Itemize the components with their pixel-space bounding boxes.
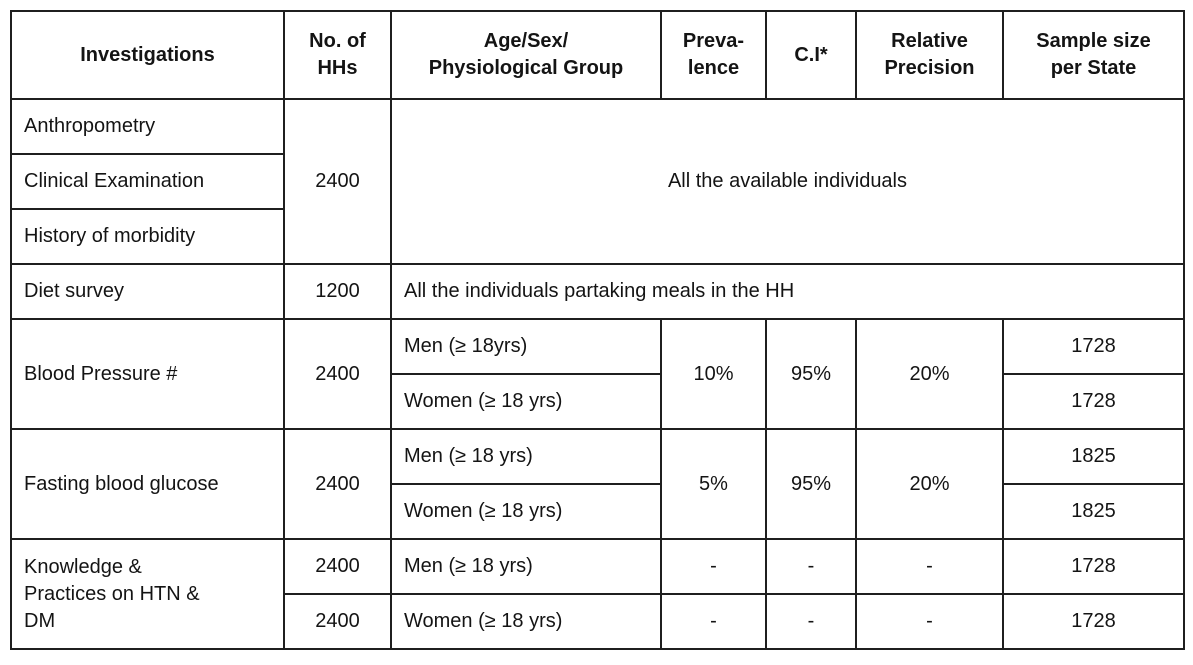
table-row: Diet survey 1200 All the individuals par… bbox=[10, 263, 1185, 320]
cell-investigation-clinical-examination: Clinical Examination bbox=[10, 153, 285, 210]
cell-investigation-blood-pressure: Blood Pressure # bbox=[10, 318, 285, 430]
table-row: Women (≥ 18 yrs) 1728 bbox=[11, 373, 1185, 430]
cell-bp-sample-size-women: 1728 bbox=[1002, 373, 1185, 430]
cell-kp-no-of-hhs-women: 2400 bbox=[283, 593, 392, 650]
cell-fbg-no-of-hhs: 2400 bbox=[283, 428, 392, 540]
cell-kp-sample-size-women: 1728 bbox=[1002, 593, 1185, 650]
cell-fbg-sample-size-women: 1825 bbox=[1002, 483, 1185, 540]
header-row: Investigations No. of HHs Age/Sex/ Physi… bbox=[10, 10, 1185, 100]
cell-investigation-diet-survey: Diet survey bbox=[10, 263, 285, 320]
header-relative-precision: Relative Precision bbox=[855, 10, 1004, 100]
cell-kp-prevalence-men: - bbox=[660, 538, 767, 595]
cell-fbg-group-women: Women (≥ 18 yrs) bbox=[390, 483, 662, 540]
header-prevalence: Preva- lence bbox=[660, 10, 767, 100]
cell-kp-ci-women: - bbox=[765, 593, 857, 650]
table-row: Fasting blood glucose 2400 Men (≥ 18 yrs… bbox=[10, 428, 1185, 540]
cell-kp-relative-precision-women: - bbox=[855, 593, 1004, 650]
cell-kp-group-women: Women (≥ 18 yrs) bbox=[390, 593, 662, 650]
cell-bp-sample-size-men: 1728 bbox=[1002, 318, 1185, 375]
cell-kp-prevalence-women: - bbox=[660, 593, 767, 650]
header-investigations: Investigations bbox=[10, 10, 285, 100]
cell-kp-no-of-hhs-men: 2400 bbox=[283, 538, 392, 595]
cell-kp-relative-precision-men: - bbox=[855, 538, 1004, 595]
cell-general-note: All the available individuals bbox=[390, 98, 1185, 265]
cell-fbg-prevalence: 5% bbox=[660, 428, 767, 540]
cell-bp-relative-precision: 20% bbox=[855, 318, 1004, 430]
cell-fbg-relative-precision: 20% bbox=[855, 428, 1004, 540]
cell-fbg-group-men: Men (≥ 18 yrs) bbox=[390, 428, 662, 485]
table-row: Clinical Examination bbox=[10, 153, 1184, 210]
header-age-sex-group: Age/Sex/ Physiological Group bbox=[390, 10, 662, 100]
cell-kp-sample-size-men: 1728 bbox=[1002, 538, 1185, 595]
cell-fbg-ci: 95% bbox=[765, 428, 857, 540]
table-row: Women (≥ 18 yrs) 1825 bbox=[11, 483, 1185, 540]
cell-investigation-knowledge-practices: Knowledge & Practices on HTN & DM bbox=[10, 538, 285, 650]
cell-investigation-anthropometry: Anthropometry bbox=[10, 98, 285, 155]
cell-general-no-of-hhs: 2400 bbox=[283, 98, 392, 265]
cell-diet-no-of-hhs: 1200 bbox=[283, 263, 392, 320]
cell-kp-group-men: Men (≥ 18 yrs) bbox=[390, 538, 662, 595]
cell-fbg-sample-size-men: 1825 bbox=[1002, 428, 1185, 485]
table-row: History of morbidity bbox=[10, 208, 1184, 265]
table-row: Blood Pressure # 2400 Men (≥ 18yrs) 10% … bbox=[10, 318, 1185, 430]
sampling-design-table: Investigations No. of HHs Age/Sex/ Physi… bbox=[10, 10, 1185, 650]
header-ci: C.I* bbox=[765, 10, 857, 100]
cell-kp-ci-men: - bbox=[765, 538, 857, 595]
header-sample-size: Sample size per State bbox=[1002, 10, 1185, 100]
cell-bp-no-of-hhs: 2400 bbox=[283, 318, 392, 430]
cell-bp-group-women: Women (≥ 18 yrs) bbox=[390, 373, 662, 430]
table-row: 2400 Women (≥ 18 yrs) - - - 1728 bbox=[11, 593, 1185, 650]
cell-bp-group-men: Men (≥ 18yrs) bbox=[390, 318, 662, 375]
cell-bp-prevalence: 10% bbox=[660, 318, 767, 430]
cell-bp-ci: 95% bbox=[765, 318, 857, 430]
table-row: Anthropometry 2400 All the available ind… bbox=[10, 98, 1185, 265]
header-no-of-hhs: No. of HHs bbox=[283, 10, 392, 100]
cell-investigation-history-of-morbidity: History of morbidity bbox=[10, 208, 285, 265]
cell-diet-note: All the individuals partaking meals in t… bbox=[390, 263, 1185, 320]
table-row: Knowledge & Practices on HTN & DM 2400 M… bbox=[10, 538, 1185, 650]
cell-investigation-fasting-blood-glucose: Fasting blood glucose bbox=[10, 428, 285, 540]
